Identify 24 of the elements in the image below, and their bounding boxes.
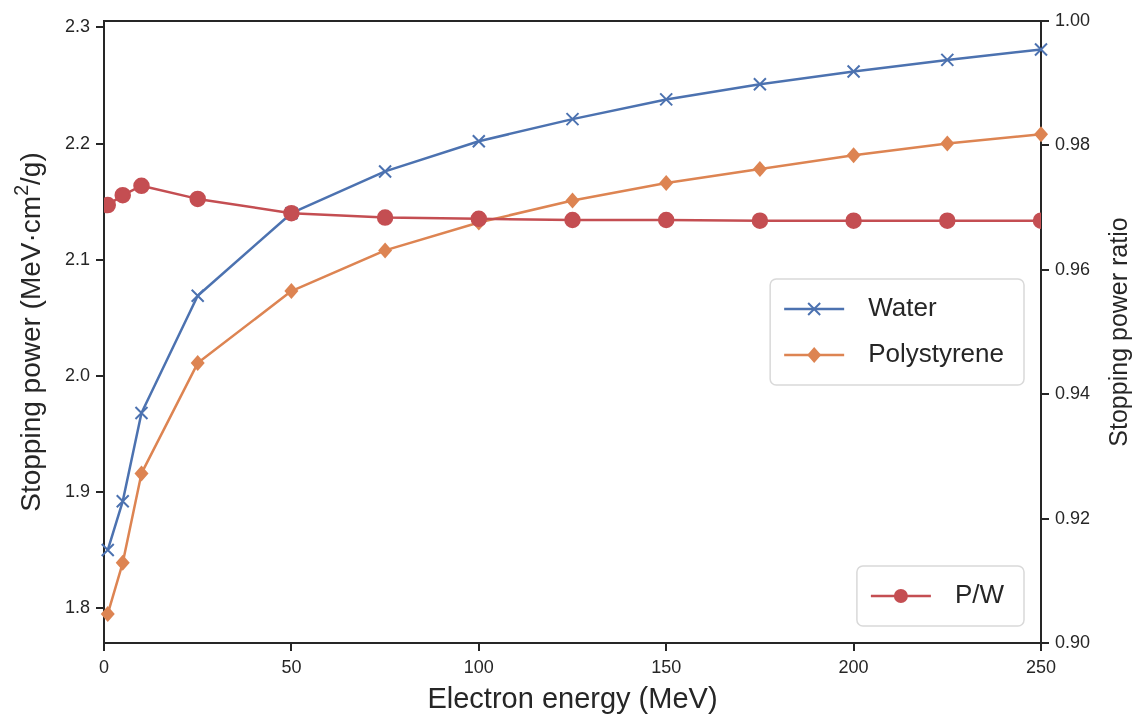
y-tick-label: 1.9: [64, 480, 90, 501]
y-tick-label: 2.2: [64, 132, 90, 153]
y2-tick-label: 0.96: [1055, 258, 1091, 279]
x-axis-title: Electron energy (MeV): [427, 682, 718, 714]
legend-label: P/W: [954, 579, 1005, 610]
y-tick-label: 2.1: [64, 248, 90, 269]
y2-tick-label: 0.92: [1055, 507, 1091, 528]
y2-tick-label: 1.00: [1055, 9, 1091, 30]
legend-label: Polystyrene: [868, 338, 1004, 369]
x-tick-label: 250: [1025, 656, 1057, 677]
y-tick-label: 1.8: [64, 597, 90, 618]
y-tick-label: 2.3: [64, 16, 90, 37]
y2-tick-label: 0.94: [1055, 383, 1091, 404]
y2-tick-label: 0.98: [1055, 134, 1091, 155]
x-tick-label: 150: [651, 656, 682, 677]
x-tick-label: 200: [838, 656, 869, 677]
x-tick-label: 100: [463, 656, 494, 677]
x-tick-label: 50: [281, 656, 302, 677]
y-axis-title: Stopping power (MeV·cm2/g): [9, 152, 46, 512]
y2-axis-title: Stopping power ratio: [1103, 217, 1132, 447]
y2-tick-label: 0.90: [1055, 631, 1091, 652]
legend-label: Water: [868, 292, 937, 323]
y-tick-label: 2.0: [64, 364, 90, 385]
x-tick-label: 0: [98, 656, 110, 677]
